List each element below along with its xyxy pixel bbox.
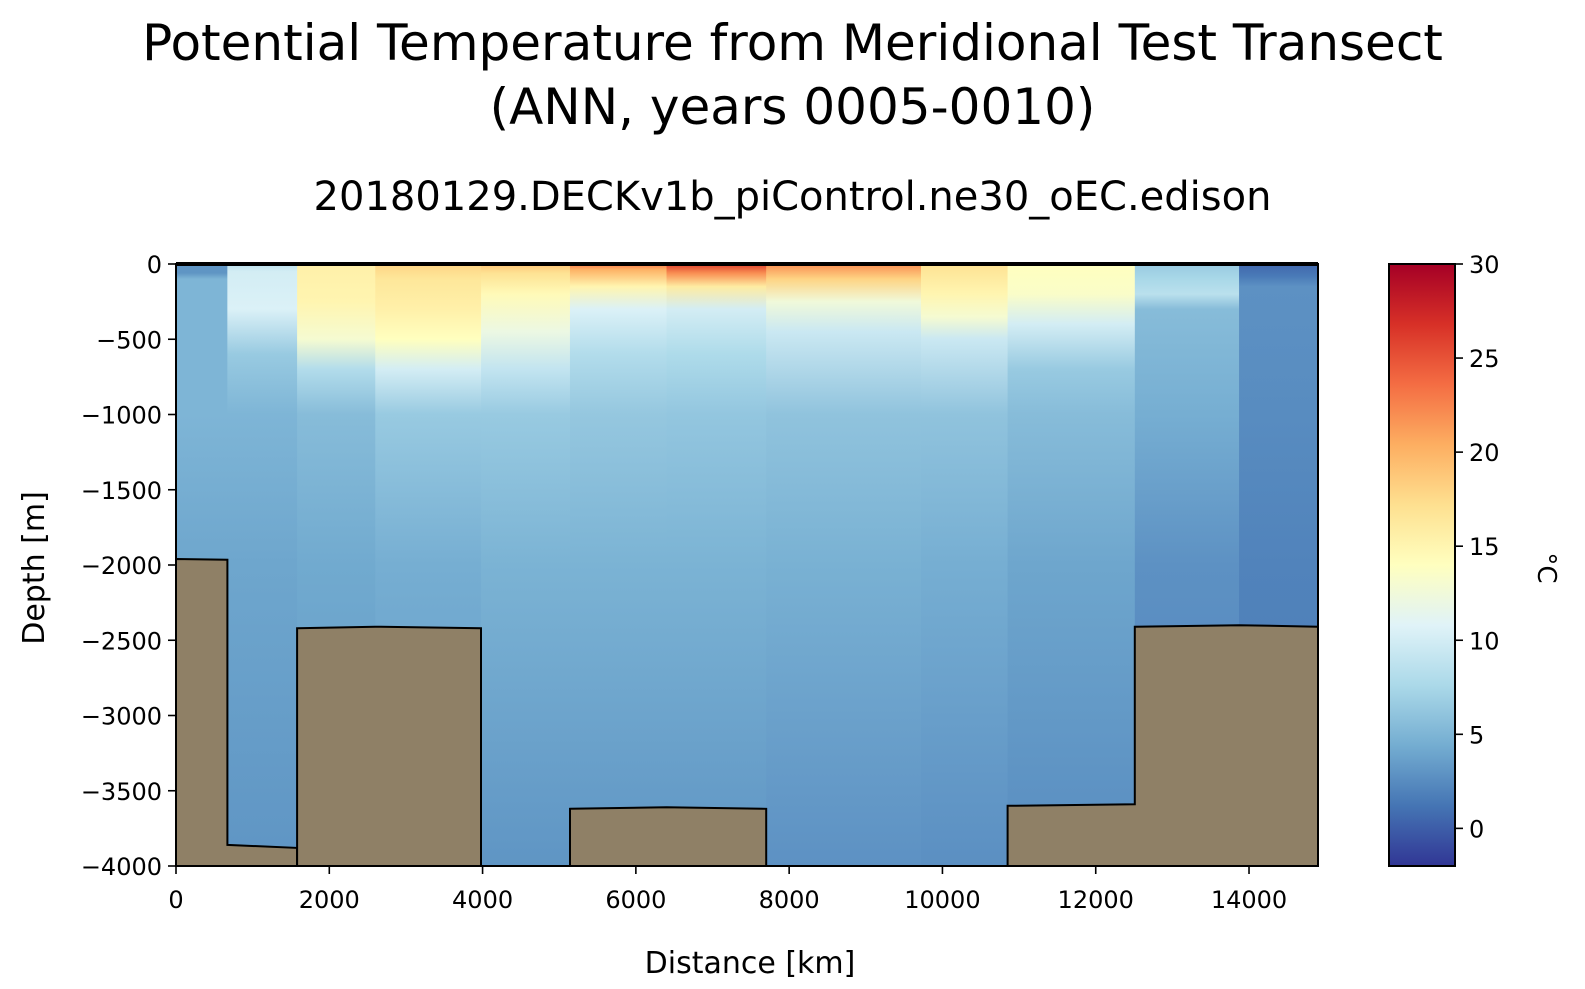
y-tick-label: −2000: [81, 552, 162, 580]
colorbar-tick-label: 20: [1469, 439, 1500, 467]
bathymetry-polygon: [569, 806, 768, 867]
temperature-column: [481, 264, 571, 866]
colorbar-label: °C: [1531, 552, 1561, 583]
colorbar-tick-label: 15: [1469, 533, 1500, 561]
x-tick-label: 8000: [759, 886, 820, 914]
x-tick-label: 14000: [1211, 886, 1287, 914]
temperature-column: [920, 264, 1009, 866]
colorbar-tick-label: 0: [1469, 815, 1484, 843]
colorbar-tick-label: 5: [1469, 721, 1484, 749]
colorbar-gradient: [1388, 263, 1456, 867]
y-tick-label: −500: [96, 326, 162, 354]
bathymetry-polygon: [296, 625, 482, 867]
plot-area: [175, 262, 1319, 867]
temperature-column: [227, 264, 298, 866]
y-tick-label: −4000: [81, 853, 162, 881]
x-axis-label: Distance [km]: [645, 946, 856, 981]
y-tick-label: −1000: [81, 402, 162, 430]
x-tick-label: 12000: [1058, 886, 1134, 914]
y-tick-label: −2500: [81, 627, 162, 655]
y-axis-label: Depth [m]: [17, 491, 52, 645]
chart-title-line-2: (ANN, years 0005-0010): [489, 78, 1096, 136]
chart-subtitle: 20180129.DECKv1b_piControl.ne30_oEC.edis…: [313, 174, 1272, 220]
x-tick-label: 10000: [904, 886, 980, 914]
temperature-column: [666, 264, 767, 866]
x-tick-label: 0: [168, 886, 183, 914]
colorbar-tick-label: 25: [1469, 345, 1500, 373]
y-tick-label: −3000: [81, 703, 162, 731]
colorbar-tick-label: 30: [1469, 251, 1500, 279]
colorbar: 0 5 10 15 20 25 30: [1388, 251, 1500, 867]
x-tick-label: 4000: [452, 886, 513, 914]
temperature-column: [766, 264, 922, 866]
y-tick-label: 0: [147, 251, 162, 279]
temperature-column: [569, 264, 668, 866]
chart-title-line-1: Potential Temperature from Meridional Te…: [142, 14, 1443, 72]
temperature-column: [1007, 264, 1136, 866]
x-tick-label: 6000: [605, 886, 666, 914]
y-tick-label: −1500: [81, 477, 162, 505]
x-tick-label: 2000: [299, 886, 360, 914]
y-tick-label: −3500: [81, 778, 162, 806]
colorbar-tick-label: 10: [1469, 627, 1500, 655]
